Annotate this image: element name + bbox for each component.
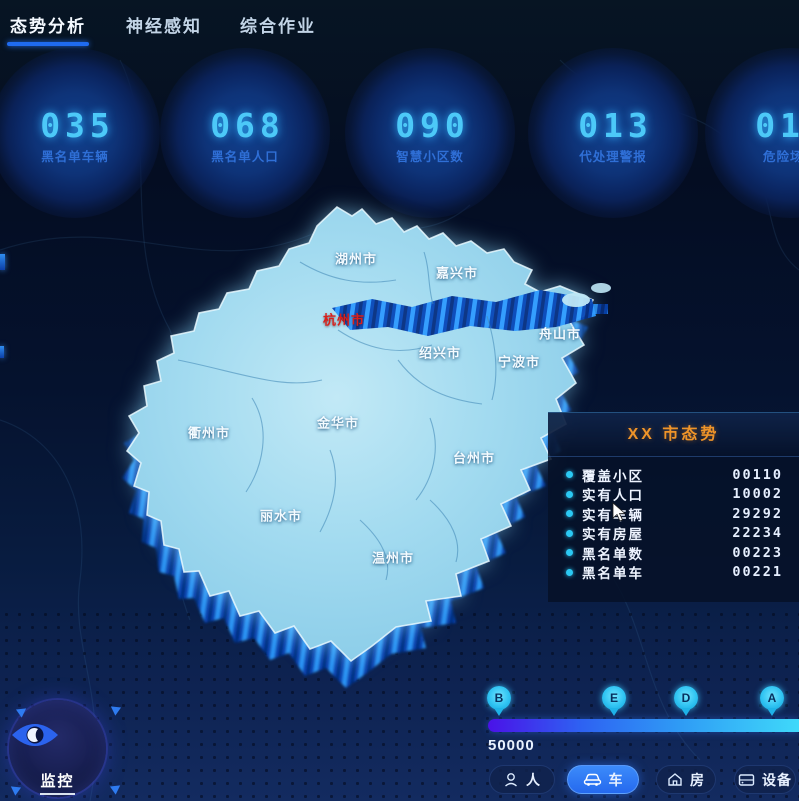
stat-label: 危险场所 (762, 150, 799, 164)
city-label-huzhou[interactable]: 湖州市 (334, 251, 378, 267)
category-house-button[interactable]: 房 (656, 765, 716, 794)
row-label: 实有房屋 (582, 527, 644, 543)
panel-row-actual-population: 实有人口 10002 (566, 485, 783, 505)
stat-value: 035 (40, 106, 115, 145)
panel-row-covered-communities: 覆盖小区 00110 (566, 465, 783, 485)
panel-row-blacklist-count: 黑名单数 00223 (566, 543, 783, 563)
map-islands (562, 283, 611, 314)
timeline-marker-e[interactable]: E (601, 686, 627, 716)
category-label: 房 (690, 771, 705, 788)
city-label-hangzhou[interactable]: 杭州市 (322, 312, 366, 328)
city-label-ningbo[interactable]: 宁波市 (497, 354, 541, 370)
row-label: 覆盖小区 (582, 468, 644, 484)
pin-tail (681, 708, 691, 716)
pin-icon: D (674, 686, 698, 710)
stat-value: 068 (210, 106, 285, 145)
stat-glow-disc (0, 48, 160, 218)
timeline-marker-a[interactable]: A (759, 686, 785, 716)
bullet-icon (566, 529, 573, 537)
stat-smart-communities[interactable]: 090 智慧小区数 (345, 48, 515, 218)
row-value: 22234 (732, 525, 783, 542)
row-label: 黑名单车 (582, 566, 644, 582)
car-icon (583, 773, 601, 786)
bullet-icon (566, 490, 573, 498)
stat-label: 智慧小区数 (396, 150, 464, 164)
tab-situation-analysis[interactable]: 态势分析 (7, 12, 89, 46)
tab-comprehensive-operations[interactable]: 综合作业 (240, 17, 316, 36)
panel-row-actual-houses: 实有房屋 22234 (566, 524, 783, 544)
house-icon (668, 773, 682, 786)
map-fragment (0, 346, 4, 358)
stat-glow-disc (160, 48, 330, 218)
stat-label: 黑名单车辆 (41, 150, 109, 164)
map-city-boundaries (177, 251, 497, 581)
person-icon (505, 772, 517, 787)
city-label-jinhua[interactable]: 金华市 (316, 415, 360, 431)
stat-blacklist-population[interactable]: 068 黑名单人口 (160, 48, 330, 218)
row-label: 实有车辆 (582, 507, 644, 523)
panel-titlebar: XX 市态势 (548, 413, 799, 457)
map-bay-band (332, 290, 596, 336)
timeline-slider-bar[interactable] (488, 719, 799, 732)
category-person-button[interactable]: 人 (489, 765, 555, 794)
city-label-wenzhou[interactable]: 温州市 (371, 550, 415, 566)
stat-label: 黑名单人口 (211, 150, 279, 164)
row-value: 00221 (732, 564, 783, 581)
bullet-icon (566, 471, 573, 479)
category-vehicle-button[interactable]: 车 (567, 765, 639, 794)
category-label: 设备 (762, 771, 792, 788)
pin-tail (494, 708, 504, 716)
pin-icon: A (760, 686, 784, 710)
row-value: 10002 (732, 486, 783, 503)
stat-glow-disc (528, 48, 698, 218)
city-label-quzhou[interactable]: 衢州市 (187, 425, 231, 441)
city-label-taizhou[interactable]: 台州市 (452, 450, 496, 466)
pin-tail (609, 708, 619, 716)
top-nav: 态势分析 神经感知 综合作业 (0, 0, 799, 52)
pin-icon: B (487, 686, 511, 710)
city-label-shaoxing[interactable]: 绍兴市 (418, 345, 462, 361)
panel-row-blacklist-vehicles: 黑名单车 00221 (566, 563, 783, 583)
stat-dangerous-places[interactable]: 019 危险场所 (705, 48, 799, 218)
row-value: 00223 (732, 544, 783, 561)
map-fragment (0, 254, 5, 270)
panel-row-actual-vehicles: 实有车辆 29292 (566, 504, 783, 524)
stat-blacklist-vehicles[interactable]: 035 黑名单车辆 (0, 48, 160, 218)
timeline-value: 50000 (488, 737, 535, 754)
pin-tail (767, 708, 777, 716)
monitor-button[interactable]: 监控 (9, 700, 106, 797)
stat-value: 019 (755, 106, 799, 145)
row-value: 00110 (732, 466, 783, 483)
city-label-lishui[interactable]: 丽水市 (259, 508, 303, 524)
timeline-marker-b[interactable]: B (486, 686, 512, 716)
stat-value: 090 (395, 106, 470, 145)
device-icon (738, 773, 755, 786)
panel-rows: 覆盖小区 00110 实有人口 10002 实有车辆 29292 实有房屋 22… (548, 457, 799, 582)
timeline-marker-d[interactable]: D (673, 686, 699, 716)
row-label: 实有人口 (582, 488, 644, 504)
bullet-icon (566, 568, 573, 576)
bullet-icon (566, 549, 573, 557)
panel-title: XX 市态势 (627, 426, 720, 443)
city-label-zhoushan[interactable]: 舟山市 (538, 326, 582, 342)
city-situation-panel: XX 市态势 覆盖小区 00110 实有人口 10002 实有车辆 29292 … (548, 412, 799, 602)
bullet-icon (566, 510, 573, 518)
city-label-jiaxing[interactable]: 嘉兴市 (435, 265, 479, 281)
stat-glow-disc (345, 48, 515, 218)
category-label: 车 (608, 771, 624, 788)
category-device-button[interactable]: 设备 (734, 765, 796, 794)
monitor-label: 监控 (40, 770, 75, 795)
eye-icon (12, 724, 58, 746)
pin-icon: E (602, 686, 626, 710)
stat-value: 013 (578, 106, 653, 145)
stat-pending-alerts[interactable]: 013 代处理警报 (528, 48, 698, 218)
row-label: 黑名单数 (582, 546, 644, 562)
tab-neural-perception[interactable]: 神经感知 (126, 17, 202, 36)
stat-label: 代处理警报 (579, 150, 647, 164)
category-label: 人 (526, 771, 541, 788)
row-value: 29292 (732, 505, 783, 522)
